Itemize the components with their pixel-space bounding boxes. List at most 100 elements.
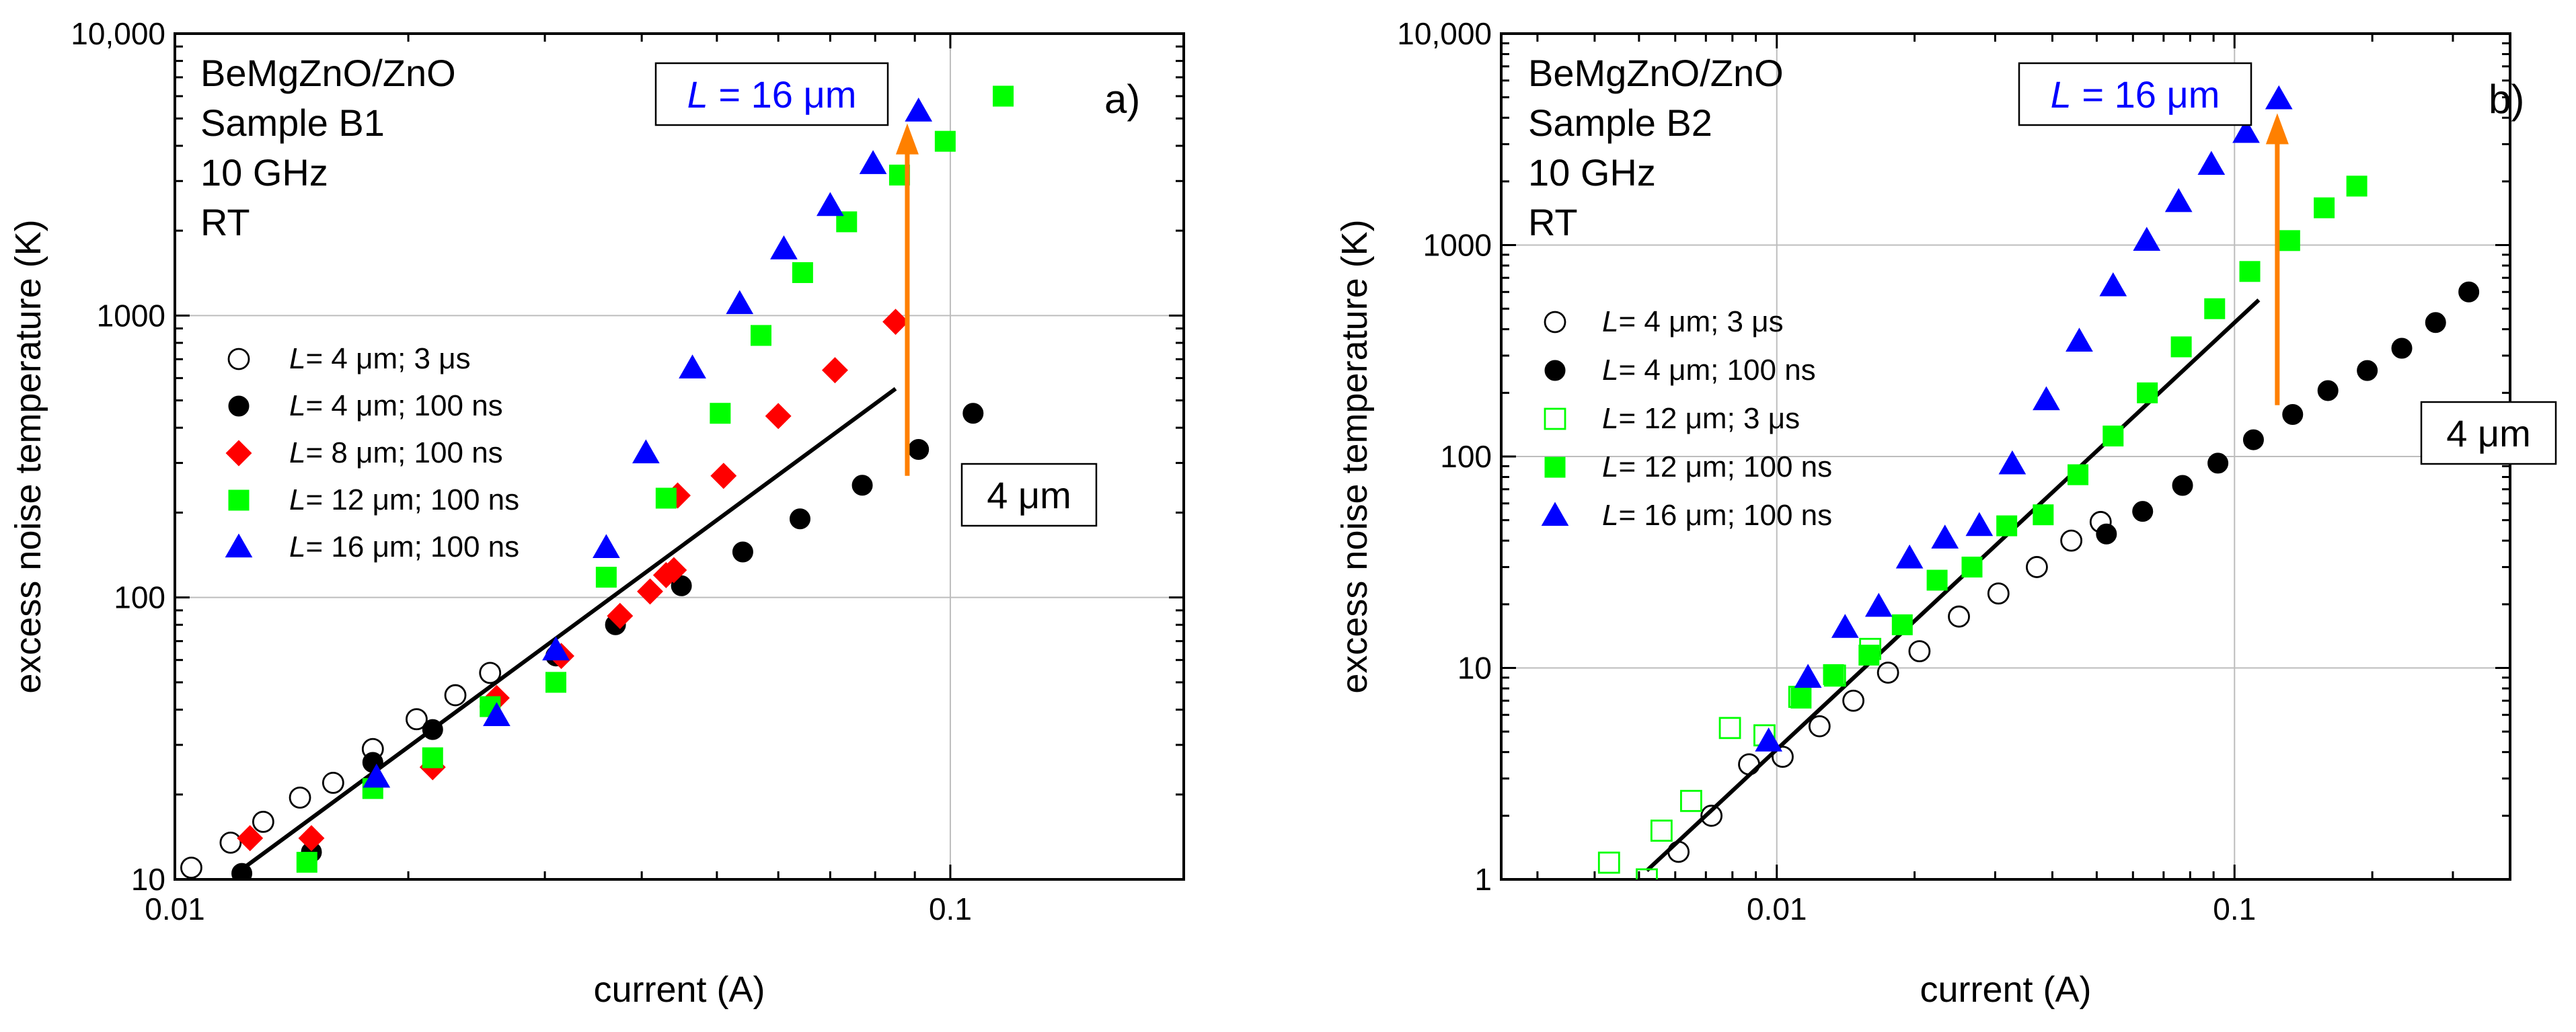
data-point <box>2033 504 2054 526</box>
arrow-head <box>895 123 919 155</box>
legend-marker <box>225 533 253 558</box>
series-1 <box>231 403 984 879</box>
box-bottom-label: 4 μm <box>2446 412 2531 454</box>
data-point <box>632 439 660 464</box>
legend-marker <box>1544 457 1566 478</box>
legend-marker <box>1544 311 1566 333</box>
info-line: 10 GHz <box>200 151 328 194</box>
series-1 <box>2096 281 2480 545</box>
legend-entry: L= 12 μm; 100 ns <box>289 483 519 516</box>
data-point <box>1738 753 1760 776</box>
y-axis-label: excess noise temperature (K) <box>8 219 48 693</box>
data-point <box>905 97 933 122</box>
legend-entry-italic: L <box>1602 450 1618 483</box>
data-point <box>1597 851 1620 874</box>
legend-entry-rest: = 12 μm; 100 ns <box>1618 450 1832 483</box>
legend-marker <box>1544 360 1566 381</box>
data-point <box>180 857 202 879</box>
data-point <box>1931 524 1959 549</box>
series-4 <box>1755 85 2293 752</box>
legend-entry-italic: L <box>289 530 305 563</box>
x-tick-label: 0.01 <box>1747 891 1807 926</box>
legend-entry-rest: = 4 μm; 100 ns <box>305 389 502 422</box>
series-4 <box>363 97 933 788</box>
data-point <box>289 786 311 809</box>
data-point <box>710 403 731 424</box>
info-line: Sample B1 <box>200 102 385 144</box>
box-top-label-rest: = 16 μm <box>708 73 857 116</box>
data-point <box>1996 515 2018 537</box>
data-point <box>1961 556 1983 578</box>
data-point <box>363 763 391 788</box>
data-point <box>2317 380 2339 401</box>
data-point <box>542 636 570 661</box>
data-point <box>2279 230 2300 251</box>
data-point <box>1895 544 1924 569</box>
legend-entry: L= 4 μm; 3 μs <box>289 342 471 375</box>
plot-area <box>180 85 1014 879</box>
box-top-label-rest: = 16 μm <box>2072 73 2220 116</box>
data-point <box>2096 523 2117 545</box>
data-point <box>1650 820 1673 842</box>
y-tick-label: 1000 <box>1423 228 1492 263</box>
data-point <box>1877 662 1899 684</box>
box-bottom-label: 4 μm <box>987 474 1071 516</box>
data-point <box>2242 429 2264 450</box>
y-tick-label: 100 <box>114 580 165 615</box>
ticks <box>174 32 1185 881</box>
x-axis-label: current (A) <box>593 969 765 1010</box>
legend-entry-italic: L <box>1602 402 1618 435</box>
legend-entry-rest: = 12 μm; 3 μs <box>1618 402 1800 435</box>
series-0 <box>1667 511 2112 863</box>
data-point <box>1718 717 1741 740</box>
legend-entry-italic: L <box>289 342 305 375</box>
data-point <box>2425 312 2446 333</box>
data-point <box>298 825 325 852</box>
data-point <box>1891 614 1913 635</box>
info-line: 10 GHz <box>1528 151 1656 194</box>
legend-entry-italic: L <box>289 483 305 516</box>
y-tick-label: 10 <box>131 862 165 897</box>
info-line: BeMgZnO/ZnO <box>1528 52 1784 94</box>
data-point <box>993 85 1014 107</box>
box-top-label: L = 16 μm <box>2051 73 2220 116</box>
data-point <box>2197 151 2226 175</box>
data-point <box>2207 452 2229 474</box>
data-point <box>679 354 706 379</box>
data-point <box>1864 592 1893 617</box>
data-point <box>2133 227 2161 251</box>
chart-panel-b: 0.01 0.1 1 10 100 1000 10,000 current (A) excess… <box>1334 16 2557 1010</box>
y-tick-label: 10 <box>1457 651 1492 686</box>
data-point <box>479 662 502 684</box>
data-point <box>816 192 844 216</box>
data-point <box>1831 614 1859 638</box>
data-point <box>2172 475 2193 496</box>
data-point <box>765 403 792 430</box>
legend: L= 4 μm; 3 μsL= 4 μm; 100 nsL= 12 μm; 3 … <box>1541 305 1832 532</box>
data-point <box>2103 426 2124 447</box>
info-line: RT <box>200 201 250 243</box>
data-point <box>2068 464 2089 485</box>
x-tick-label: 0.1 <box>2213 891 2256 926</box>
data-point <box>444 684 467 707</box>
y-axis-label: excess noise temperature (K) <box>1334 219 1375 693</box>
legend-marker <box>1541 502 1569 526</box>
data-point <box>321 772 344 794</box>
legend-entry-italic: L <box>289 389 305 422</box>
y-tick-label: 100 <box>1440 439 1492 474</box>
data-point <box>2060 529 2083 552</box>
data-point <box>789 508 810 530</box>
data-point <box>770 235 798 260</box>
data-point <box>851 475 873 496</box>
data-point <box>2132 501 2154 522</box>
arrow-head <box>2265 113 2289 145</box>
panel-letter: b) <box>2489 77 2524 122</box>
data-point <box>593 534 620 558</box>
data-point <box>750 325 771 346</box>
series-3 <box>296 85 1014 873</box>
data-point <box>908 438 930 460</box>
data-point <box>859 150 887 174</box>
ticks <box>1501 32 2511 881</box>
legend-entry-italic: L <box>289 436 305 469</box>
